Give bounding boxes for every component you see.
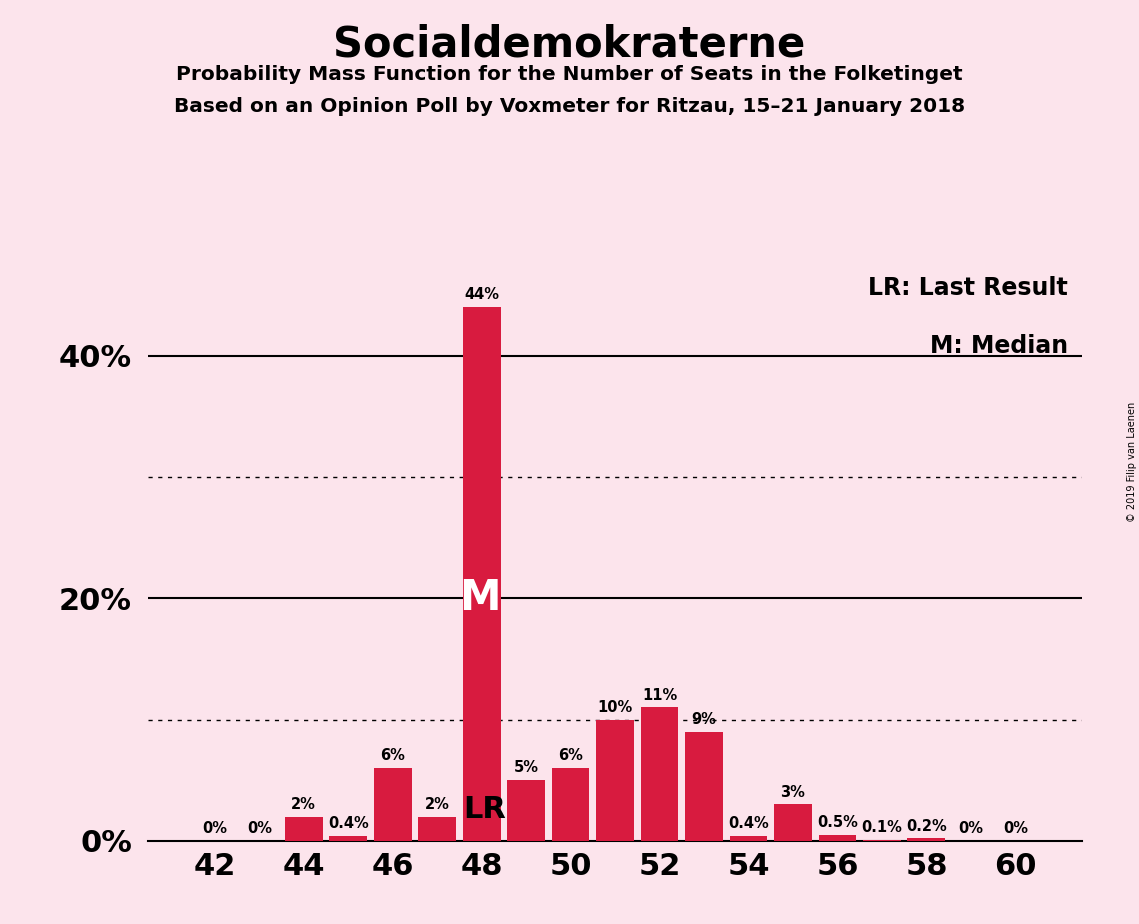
Bar — [507, 780, 544, 841]
Bar — [551, 768, 590, 841]
Text: 0%: 0% — [958, 821, 983, 836]
Text: 3%: 3% — [780, 784, 805, 799]
Text: 0.1%: 0.1% — [861, 820, 902, 834]
Text: 0%: 0% — [247, 821, 272, 836]
Bar — [285, 817, 322, 841]
Text: 11%: 11% — [642, 687, 678, 702]
Text: 6%: 6% — [558, 748, 583, 763]
Text: M: M — [459, 578, 500, 619]
Text: 9%: 9% — [691, 711, 716, 727]
Bar — [374, 768, 411, 841]
Text: Based on an Opinion Poll by Voxmeter for Ritzau, 15–21 January 2018: Based on an Opinion Poll by Voxmeter for… — [174, 97, 965, 116]
Text: 2%: 2% — [425, 796, 450, 812]
Text: LR: LR — [462, 795, 506, 824]
Text: 0.2%: 0.2% — [906, 819, 947, 833]
Text: 0.4%: 0.4% — [328, 816, 369, 832]
Text: LR: Last Result: LR: Last Result — [868, 276, 1068, 300]
Bar — [908, 838, 945, 841]
Bar — [863, 840, 901, 841]
Text: 0%: 0% — [1002, 821, 1027, 836]
Bar — [596, 720, 634, 841]
Bar — [640, 708, 679, 841]
Bar — [462, 307, 500, 841]
Text: 10%: 10% — [598, 699, 632, 715]
Bar — [730, 836, 768, 841]
Text: 6%: 6% — [380, 748, 405, 763]
Text: 0.5%: 0.5% — [817, 815, 858, 830]
Text: M: Median: M: Median — [929, 334, 1068, 359]
Text: Socialdemokraterne: Socialdemokraterne — [334, 23, 805, 65]
Text: © 2019 Filip van Laenen: © 2019 Filip van Laenen — [1126, 402, 1137, 522]
Bar — [329, 836, 367, 841]
Bar — [418, 817, 456, 841]
Text: 44%: 44% — [464, 287, 499, 302]
Text: 5%: 5% — [514, 760, 539, 775]
Text: Probability Mass Function for the Number of Seats in the Folketinget: Probability Mass Function for the Number… — [177, 65, 962, 84]
Bar — [685, 732, 723, 841]
Text: 0.4%: 0.4% — [728, 816, 769, 832]
Text: 2%: 2% — [292, 796, 317, 812]
Text: 0%: 0% — [203, 821, 228, 836]
Bar — [775, 805, 812, 841]
Bar — [819, 834, 857, 841]
